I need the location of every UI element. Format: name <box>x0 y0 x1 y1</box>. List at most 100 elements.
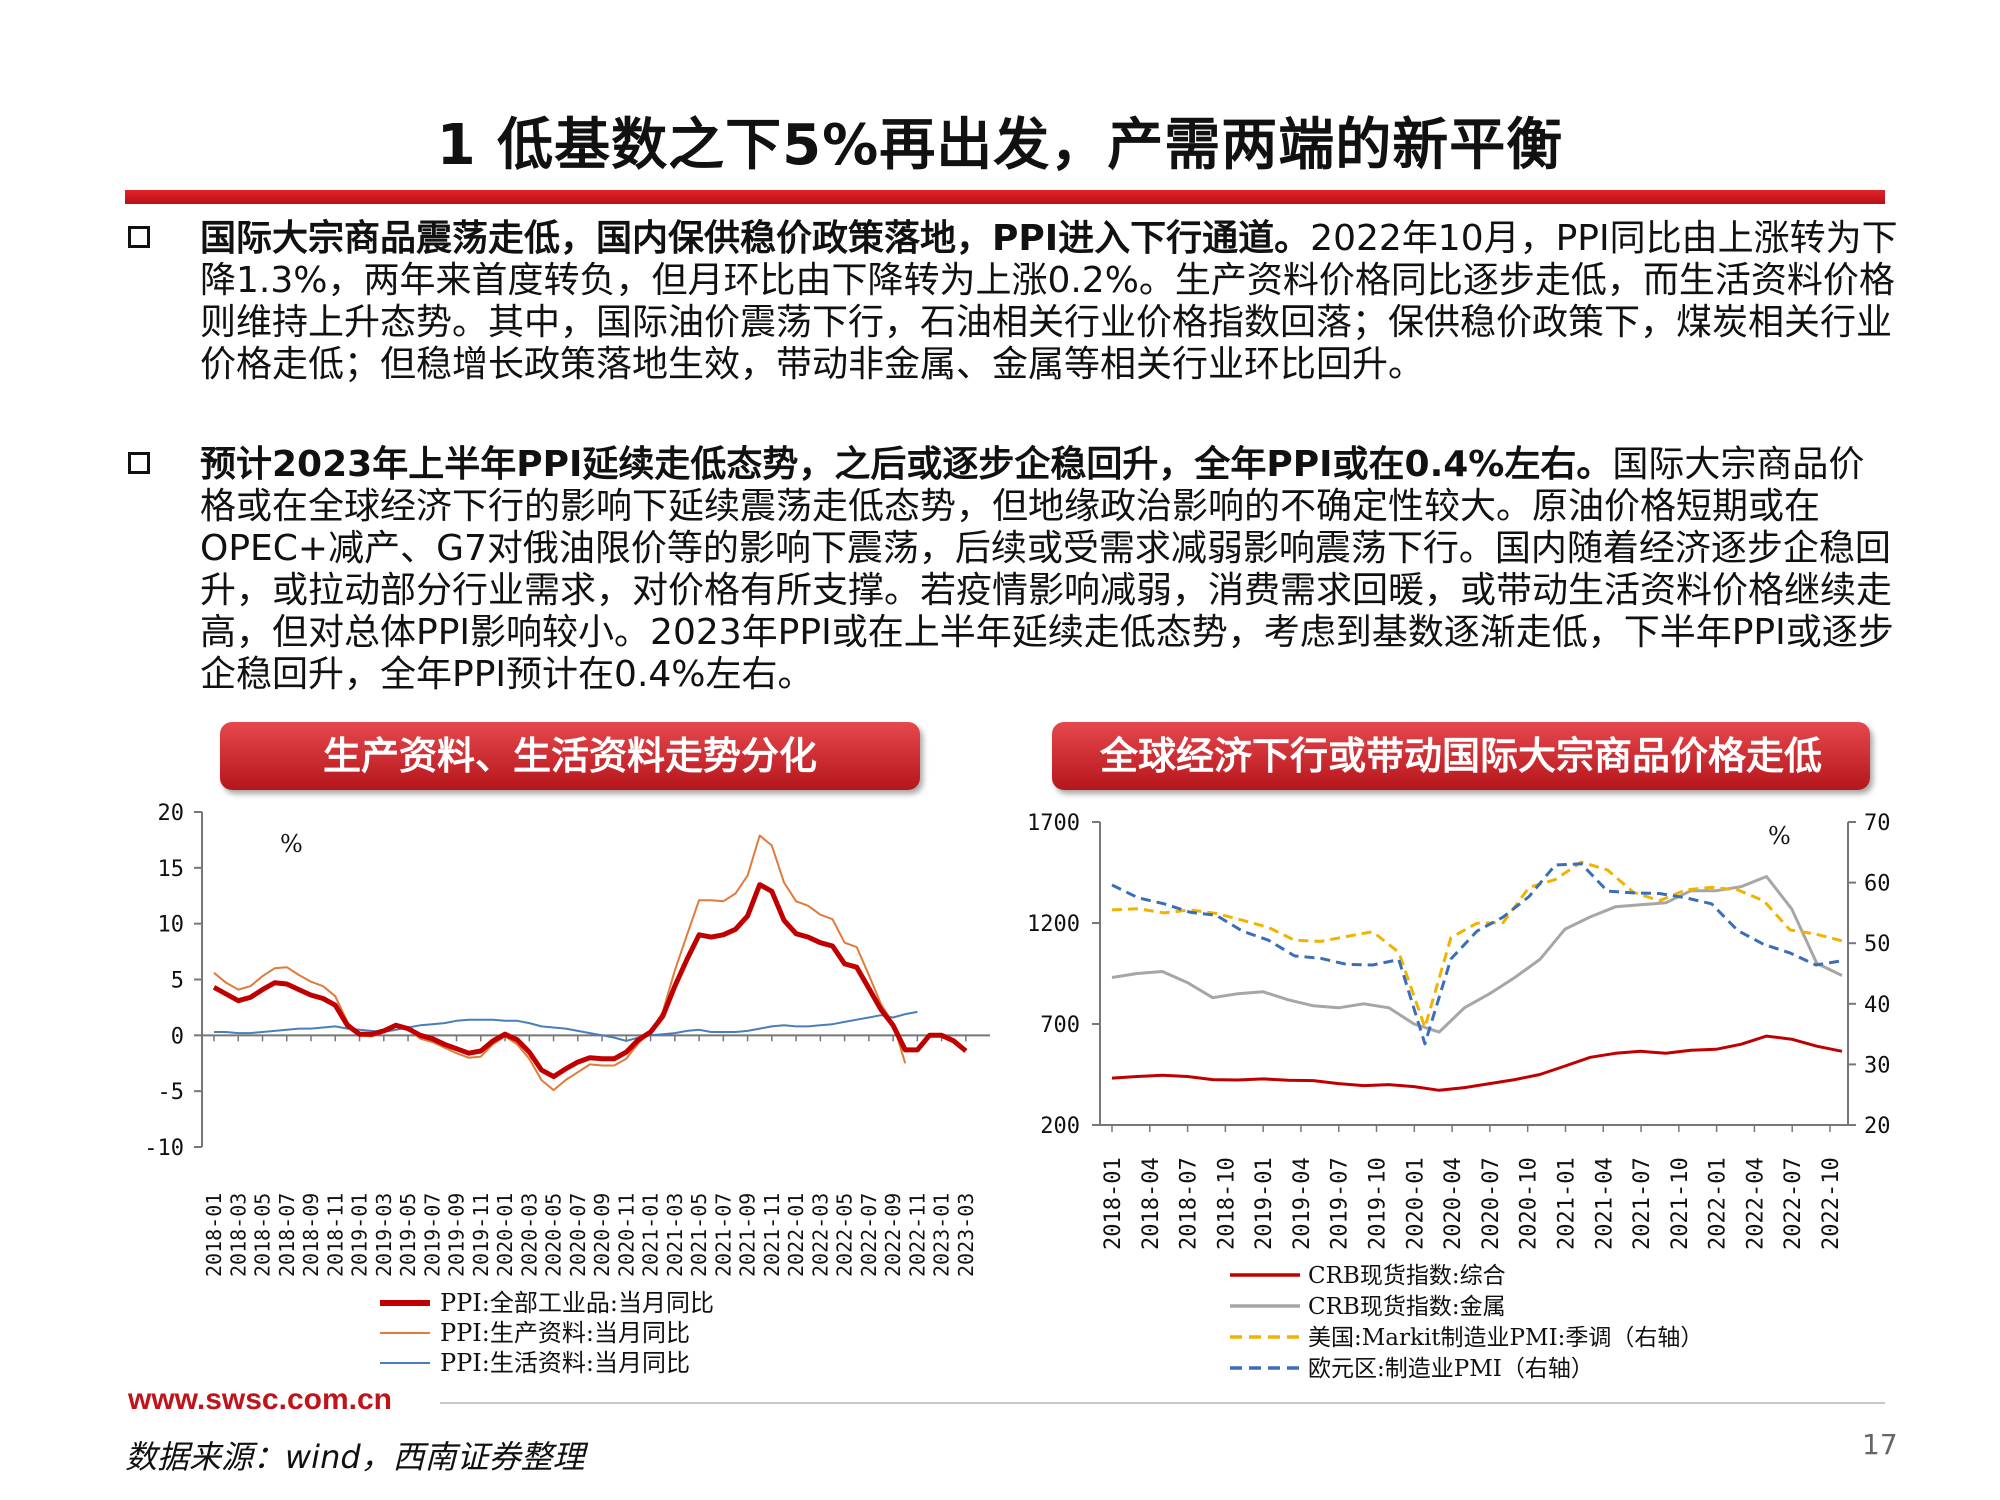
data-source: 数据来源：wind，西南证券整理 <box>125 1438 585 1476</box>
x-tick-label: 2021-07 <box>1630 1157 1655 1250</box>
unit-label: % <box>1768 822 1791 850</box>
y-tick-label: -5 <box>158 1080 185 1105</box>
x-tick-label: 2018-04 <box>1139 1157 1164 1250</box>
x-tick-label: 2022-01 <box>1706 1157 1731 1250</box>
series-line-3 <box>1111 862 1843 1046</box>
footer-divider <box>440 1402 1885 1404</box>
x-tick-label: 2020-07 <box>1479 1157 1504 1250</box>
footer-url[interactable]: www.swsc.com.cn <box>128 1383 392 1416</box>
x-tick-label: 2019-10 <box>1366 1157 1391 1250</box>
x-tick-label: 2018-09 <box>299 1193 323 1277</box>
right-y-tick-label: 40 <box>1864 993 1891 1018</box>
legend-label: 欧元区:制造业PMI（右轴） <box>1308 1356 1594 1382</box>
bullet-1: 国际大宗商品震荡走低，国内保供稳价政策落地，PPI进入下行通道。2022年10月… <box>128 218 1898 386</box>
x-tick-label: 2018-01 <box>202 1193 226 1277</box>
title-divider <box>125 190 1885 204</box>
x-tick-label: 2019-09 <box>445 1193 469 1277</box>
x-tick-label: 2020-07 <box>566 1193 590 1277</box>
right-y-tick-label: 30 <box>1864 1053 1891 1078</box>
x-tick-label: 2019-11 <box>469 1193 493 1277</box>
right-y-tick-label: 20 <box>1864 1114 1891 1139</box>
bullet-2-heading: 预计2023年上半年PPI延续走低态势，之后或逐步企稳回升，全年PPI或在0.4… <box>200 444 1613 485</box>
x-tick-label: 2018-07 <box>275 1193 299 1277</box>
x-tick-label: 2021-11 <box>760 1193 784 1277</box>
right-chart-title: 全球经济下行或带动国际大宗商品价格走低 <box>1052 722 1870 790</box>
right-y-tick-label: 60 <box>1864 872 1891 897</box>
x-tick-label: 2019-03 <box>372 1193 396 1277</box>
legend-label: CRB现货指数:综合 <box>1308 1263 1506 1289</box>
commodity-line-chart: 1700 1200 700 200 70 60 50 40 30 20% 2018-01 2018-0… <box>1027 811 1891 1382</box>
x-tick-label: 2019-05 <box>396 1193 420 1277</box>
y-tick-label: -10 <box>144 1136 184 1161</box>
x-tick-label: 2021-03 <box>663 1193 687 1277</box>
series-line-2 <box>1111 860 1843 1029</box>
y-tick-label: 5 <box>171 969 184 994</box>
x-tick-label: 2021-10 <box>1668 1157 1693 1250</box>
y-tick-label: 20 <box>158 801 185 826</box>
x-tick-label: 2020-05 <box>542 1193 566 1277</box>
legend-label: 美国:Markit制造业PMI:季调（右轴） <box>1308 1325 1703 1351</box>
x-tick-label: 2021-09 <box>736 1193 760 1277</box>
x-tick-label: 2021-01 <box>639 1193 663 1277</box>
bullet-square-icon <box>128 226 150 248</box>
x-tick-label: 2020-10 <box>1517 1157 1542 1250</box>
x-tick-label: 2022-07 <box>857 1193 881 1277</box>
x-tick-label: 2021-04 <box>1592 1157 1617 1250</box>
x-tick-label: 2019-01 <box>1252 1157 1277 1250</box>
x-tick-label: 2019-01 <box>348 1193 372 1277</box>
left-y-tick-label: 200 <box>1040 1114 1080 1139</box>
legend-label: CRB现货指数:金属 <box>1308 1294 1506 1320</box>
x-tick-label: 2018-01 <box>1101 1157 1126 1250</box>
series-line-2 <box>214 1010 918 1042</box>
x-tick-label: 2020-03 <box>517 1193 541 1277</box>
x-tick-label: 2018-07 <box>1177 1157 1202 1250</box>
legend-label: PPI:生产资料:当月同比 <box>440 1319 690 1347</box>
x-tick-label: 2018-05 <box>251 1193 275 1277</box>
left-y-tick-label: 1200 <box>1027 912 1080 937</box>
x-tick-label: 2020-11 <box>614 1193 638 1277</box>
x-tick-label: 2022-01 <box>784 1193 808 1277</box>
x-tick-label: 2018-11 <box>323 1193 347 1277</box>
x-tick-label: 2019-07 <box>1328 1157 1353 1250</box>
x-tick-label: 2022-09 <box>881 1193 905 1277</box>
series-line-0 <box>1111 1034 1843 1092</box>
x-tick-label: 2022-07 <box>1781 1157 1806 1250</box>
page-number: 17 <box>1862 1428 1898 1461</box>
left-y-tick-label: 1700 <box>1027 811 1080 836</box>
x-tick-label: 2018-10 <box>1214 1157 1239 1250</box>
series-line-1 <box>213 834 907 1092</box>
series-line-0 <box>212 882 968 1080</box>
legend-label: PPI:生活资料:当月同比 <box>440 1349 690 1377</box>
series-line-1 <box>1111 875 1843 1034</box>
x-tick-label: 2021-07 <box>711 1193 735 1277</box>
right-y-tick-label: 50 <box>1864 932 1891 957</box>
y-tick-label: 15 <box>158 857 185 882</box>
x-tick-label: 2019-07 <box>420 1193 444 1277</box>
bullet-1-body: 2022年10月，PPI同比由上涨转为下降1.3%，两年来首度转负，但月环比由下… <box>200 218 1898 385</box>
x-tick-label: 2020-04 <box>1441 1157 1466 1250</box>
x-tick-label: 2021-01 <box>1554 1157 1579 1250</box>
left-chart-title: 生产资料、生活资料走势分化 <box>220 722 920 790</box>
x-tick-label: 2021-05 <box>687 1193 711 1277</box>
bullet-2-body: 国际大宗商品价格或在全球经济下行的影响下延续震荡走低态势，但地缘政治影响的不确定… <box>200 444 1894 695</box>
bullet-1-heading: 国际大宗商品震荡走低，国内保供稳价政策落地，PPI进入下行通道。 <box>200 218 1311 259</box>
x-tick-label: 2022-04 <box>1743 1157 1768 1250</box>
left-y-tick-label: 700 <box>1040 1013 1080 1038</box>
unit-label: % <box>280 830 303 858</box>
x-tick-label: 2022-03 <box>808 1193 832 1277</box>
y-tick-label: 10 <box>158 913 185 938</box>
x-tick-label: 2020-01 <box>493 1193 517 1277</box>
x-tick-label: 2019-04 <box>1290 1157 1315 1250</box>
x-tick-label: 2023-01 <box>930 1193 954 1277</box>
x-tick-label: 2022-11 <box>905 1193 929 1277</box>
x-tick-label: 2018-03 <box>226 1193 250 1277</box>
x-tick-label: 2022-05 <box>833 1193 857 1277</box>
legend-label: PPI:全部工业品:当月同比 <box>440 1289 714 1317</box>
right-y-tick-label: 70 <box>1864 811 1891 836</box>
x-tick-label: 2022-10 <box>1819 1157 1844 1250</box>
y-tick-label: 0 <box>171 1024 184 1049</box>
x-tick-label: 2023-03 <box>954 1193 978 1277</box>
x-tick-label: 2020-01 <box>1403 1157 1428 1250</box>
x-tick-label: 2020-09 <box>590 1193 614 1277</box>
